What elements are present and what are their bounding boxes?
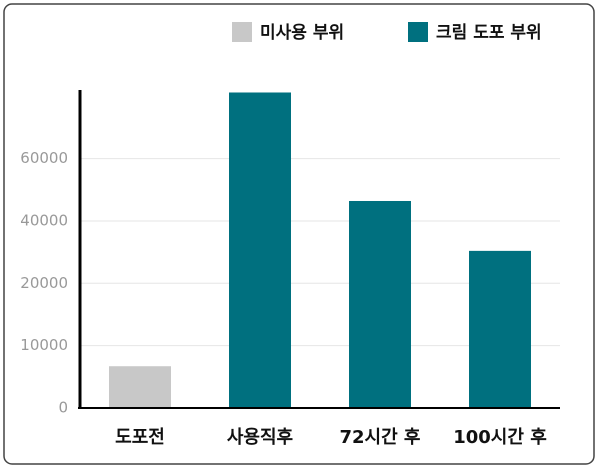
y-tick-label: 10000 [20,336,68,354]
legend-swatch [408,22,428,42]
y-tick-label: 40000 [20,211,68,229]
legend-label: 미사용 부위 [260,23,344,43]
x-tick-label: 사용직후 [227,427,293,448]
x-tick-label: 도포전 [115,427,165,448]
bar [349,200,411,408]
x-tick-label: 100시간 후 [453,427,547,448]
y-tick-label: 0 [58,399,68,417]
bar [229,92,291,409]
bar [469,250,531,408]
legend-swatch [232,22,252,42]
y-tick-label: 20000 [20,274,68,292]
x-tick-label: 72시간 후 [340,427,421,448]
frame [3,3,595,465]
y-tick-label: 60000 [20,149,68,167]
legend-label: 크림 도포 부위 [436,23,542,43]
bar [109,366,171,408]
